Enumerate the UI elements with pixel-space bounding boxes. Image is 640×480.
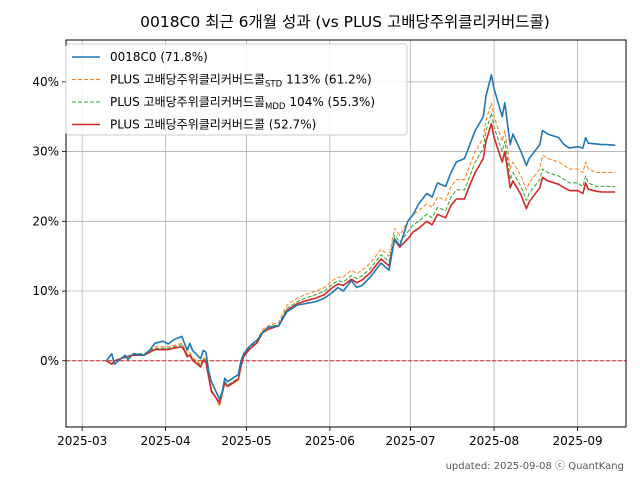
legend-subscript: MDD [265, 102, 286, 112]
legend-label: 0018C0 (71.8%) [110, 50, 208, 64]
legend-value: 113% (61.2%) [286, 73, 372, 87]
x-tick-label: 2025-04 [141, 434, 191, 448]
y-axis: 0% 10% 20% 30% 40% [32, 75, 66, 368]
x-tick-label: 2025-05 [221, 434, 271, 448]
legend-subscript: STD [265, 80, 283, 90]
y-tick-label: 20% [32, 214, 59, 228]
y-tick-label: 10% [32, 284, 59, 298]
x-tick-label: 2025-09 [552, 434, 602, 448]
chart-title: 0018C0 최근 6개월 성과 (vs PLUS 고배당주위클리커버드콜) [140, 13, 550, 31]
x-tick-label: 2025-03 [57, 434, 107, 448]
legend-entry: PLUS 고배당주위클리커버드콜 (52.7%) [110, 118, 316, 132]
legend-value: 104% (55.3%) [289, 95, 375, 109]
x-tick-label: 2025-07 [386, 434, 436, 448]
y-tick-label: 0% [40, 354, 59, 368]
legend-label: PLUS 고배당주위클리커버드콜 (52.7%) [110, 118, 316, 132]
x-tick-label: 2025-08 [469, 434, 519, 448]
y-tick-label: 30% [32, 145, 59, 159]
footer-note: updated: 2025-09-08 ⓒ QuantKang [446, 460, 624, 472]
legend-label: PLUS 고배당주위클리커버드콜 [110, 95, 265, 109]
x-axis: 2025-03 2025-04 2025-05 2025-06 2025-07 2025-… [57, 427, 603, 448]
x-tick-label: 2025-06 [305, 434, 355, 448]
legend-entry: 0018C0 (71.8%) [110, 50, 208, 64]
legend-label: PLUS 고배당주위클리커버드콜 [110, 73, 265, 87]
legend: 0018C0 (71.8%) PLUS 고배당주위클리커버드콜STD 113% (6… [66, 44, 407, 135]
y-tick-label: 40% [32, 75, 59, 89]
